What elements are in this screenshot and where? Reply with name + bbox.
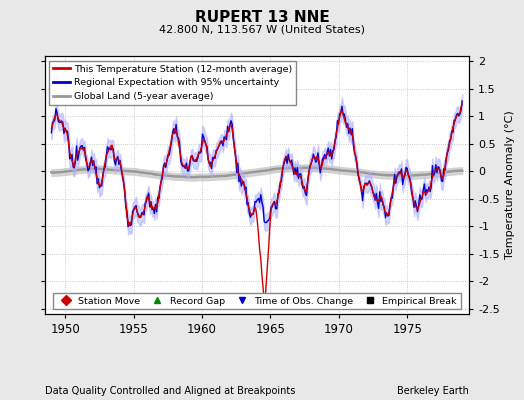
- Legend: Station Move, Record Gap, Time of Obs. Change, Empirical Break: Station Move, Record Gap, Time of Obs. C…: [53, 293, 461, 309]
- Text: RUPERT 13 NNE: RUPERT 13 NNE: [194, 10, 330, 25]
- Text: Berkeley Earth: Berkeley Earth: [397, 386, 469, 396]
- Text: 42.800 N, 113.567 W (United States): 42.800 N, 113.567 W (United States): [159, 25, 365, 35]
- Y-axis label: Temperature Anomaly (°C): Temperature Anomaly (°C): [505, 111, 515, 259]
- Text: Data Quality Controlled and Aligned at Breakpoints: Data Quality Controlled and Aligned at B…: [45, 386, 295, 396]
